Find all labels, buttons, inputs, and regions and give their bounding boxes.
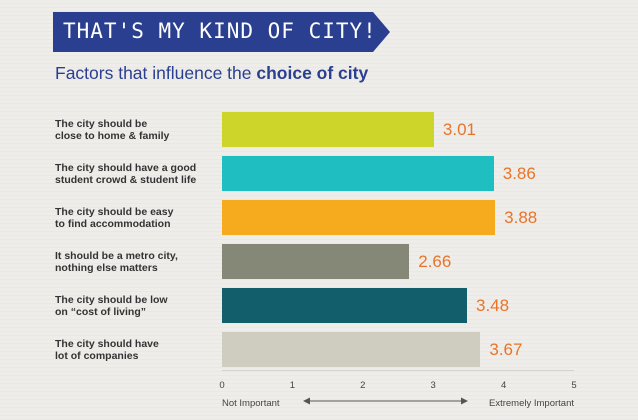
title-banner: THAT'S MY KIND OF CITY!: [53, 12, 390, 52]
value-label: 3.88: [504, 208, 538, 227]
category-label: The city should have lot of companies: [55, 338, 159, 362]
category-label: It should be a metro city, nothing else m…: [55, 250, 178, 274]
bar: [222, 244, 410, 279]
scale-arrow-icon: [303, 397, 468, 405]
bar: [222, 332, 481, 367]
x-tick-label: 4: [500, 380, 507, 391]
x-tick-label: 1: [289, 380, 296, 391]
value-label: 3.48: [475, 296, 510, 315]
value-label: 3.67: [489, 340, 523, 359]
subtitle-bold: choice of city: [256, 63, 369, 83]
category-label: The city should be low on “cost of living…: [55, 294, 168, 318]
x-tick-label: 2: [360, 380, 366, 391]
x-tick-label: 0: [219, 380, 225, 391]
bar: [222, 200, 496, 235]
value-label: 3.86: [502, 164, 536, 183]
subtitle-prefix: Factors that influence the: [55, 63, 257, 83]
bar: [222, 112, 434, 147]
scale-high-label: Extremely Important: [489, 398, 574, 409]
x-tick-label: 3: [430, 380, 436, 391]
scale-low-label: Not Important: [222, 398, 280, 409]
bar: [222, 288, 467, 323]
category-label: The city should have a good student crowd…: [55, 162, 197, 186]
category-label: The city should be easy to find accommoda…: [55, 206, 174, 230]
bar: [222, 156, 494, 191]
x-axis-line: [222, 370, 574, 371]
value-label: 2.66: [418, 252, 452, 271]
chart-subtitle: Factors that influence the choice of cit…: [55, 63, 368, 84]
banner-title: THAT'S MY KIND OF CITY!: [63, 19, 377, 43]
category-label: The city should be close to home & family: [55, 118, 170, 142]
x-tick-label: 5: [571, 380, 577, 391]
value-label: 3.01: [442, 120, 476, 139]
